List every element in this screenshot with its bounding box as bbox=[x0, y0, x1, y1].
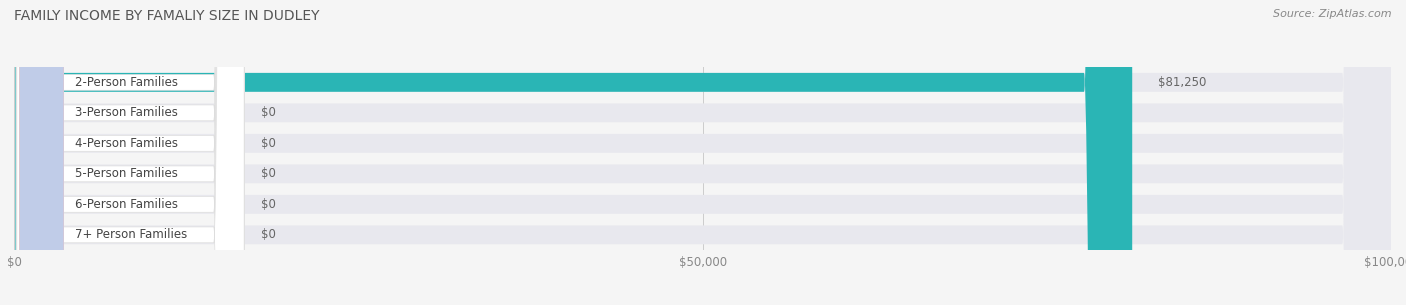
Text: 6-Person Families: 6-Person Families bbox=[75, 198, 177, 211]
Text: 4-Person Families: 4-Person Families bbox=[75, 137, 177, 150]
Text: 2-Person Families: 2-Person Families bbox=[75, 76, 177, 89]
FancyBboxPatch shape bbox=[15, 0, 1391, 305]
FancyBboxPatch shape bbox=[20, 0, 63, 305]
FancyBboxPatch shape bbox=[17, 0, 245, 305]
FancyBboxPatch shape bbox=[15, 0, 1391, 305]
FancyBboxPatch shape bbox=[17, 0, 245, 305]
FancyBboxPatch shape bbox=[15, 0, 1391, 305]
FancyBboxPatch shape bbox=[17, 0, 245, 305]
Text: $0: $0 bbox=[260, 106, 276, 119]
Text: $0: $0 bbox=[260, 198, 276, 211]
FancyBboxPatch shape bbox=[20, 0, 63, 305]
FancyBboxPatch shape bbox=[15, 0, 1391, 305]
FancyBboxPatch shape bbox=[20, 0, 63, 305]
FancyBboxPatch shape bbox=[20, 0, 63, 305]
FancyBboxPatch shape bbox=[17, 0, 245, 305]
Text: $0: $0 bbox=[260, 137, 276, 150]
FancyBboxPatch shape bbox=[15, 0, 1132, 305]
Text: Source: ZipAtlas.com: Source: ZipAtlas.com bbox=[1274, 9, 1392, 19]
Text: 7+ Person Families: 7+ Person Families bbox=[75, 228, 187, 241]
Text: FAMILY INCOME BY FAMALIY SIZE IN DUDLEY: FAMILY INCOME BY FAMALIY SIZE IN DUDLEY bbox=[14, 9, 319, 23]
FancyBboxPatch shape bbox=[15, 0, 1391, 305]
Text: 5-Person Families: 5-Person Families bbox=[75, 167, 177, 180]
FancyBboxPatch shape bbox=[20, 0, 63, 305]
Text: 3-Person Families: 3-Person Families bbox=[75, 106, 177, 119]
FancyBboxPatch shape bbox=[20, 0, 63, 305]
Text: $0: $0 bbox=[260, 167, 276, 180]
FancyBboxPatch shape bbox=[15, 0, 1391, 305]
Text: $0: $0 bbox=[260, 228, 276, 241]
FancyBboxPatch shape bbox=[17, 0, 245, 305]
FancyBboxPatch shape bbox=[17, 0, 245, 305]
Text: $81,250: $81,250 bbox=[1159, 76, 1206, 89]
